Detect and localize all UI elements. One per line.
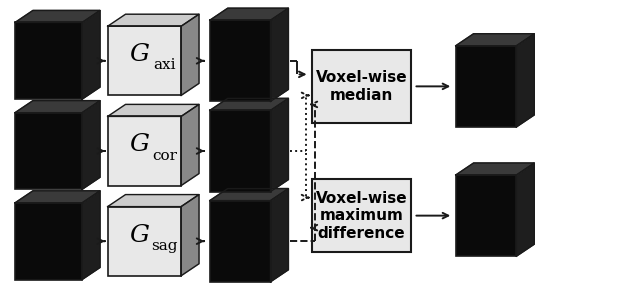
Polygon shape <box>210 8 289 20</box>
Text: G: G <box>129 43 149 66</box>
Bar <box>108 26 181 95</box>
Polygon shape <box>516 163 534 256</box>
Polygon shape <box>181 194 199 276</box>
Polygon shape <box>82 191 100 280</box>
Polygon shape <box>82 11 100 99</box>
Polygon shape <box>456 163 534 175</box>
Polygon shape <box>108 14 199 26</box>
Bar <box>15 22 82 99</box>
Text: Voxel-wise
maximum
difference: Voxel-wise maximum difference <box>316 191 407 240</box>
Text: cor: cor <box>152 149 177 162</box>
Bar <box>108 117 181 185</box>
Polygon shape <box>210 188 289 201</box>
Bar <box>312 50 411 123</box>
Polygon shape <box>108 194 199 207</box>
Text: G: G <box>129 133 149 156</box>
Bar <box>15 203 82 280</box>
Polygon shape <box>15 191 100 203</box>
Text: sag: sag <box>152 239 178 253</box>
Bar <box>15 113 82 189</box>
Polygon shape <box>210 98 289 111</box>
Bar <box>312 179 411 252</box>
Polygon shape <box>271 188 289 282</box>
Polygon shape <box>15 11 100 22</box>
Polygon shape <box>181 104 199 185</box>
Polygon shape <box>516 34 534 127</box>
Bar <box>210 111 271 191</box>
Bar <box>108 207 181 276</box>
Polygon shape <box>271 98 289 191</box>
Bar <box>210 201 271 282</box>
Text: axi: axi <box>154 58 176 72</box>
Polygon shape <box>82 101 100 189</box>
Text: G: G <box>129 224 149 247</box>
Bar <box>210 20 271 101</box>
Polygon shape <box>181 14 199 95</box>
Bar <box>456 46 516 127</box>
Polygon shape <box>271 8 289 101</box>
Text: Voxel-wise
median: Voxel-wise median <box>316 70 407 103</box>
Polygon shape <box>456 34 534 46</box>
Bar <box>456 175 516 256</box>
Polygon shape <box>15 101 100 113</box>
Polygon shape <box>108 104 199 117</box>
